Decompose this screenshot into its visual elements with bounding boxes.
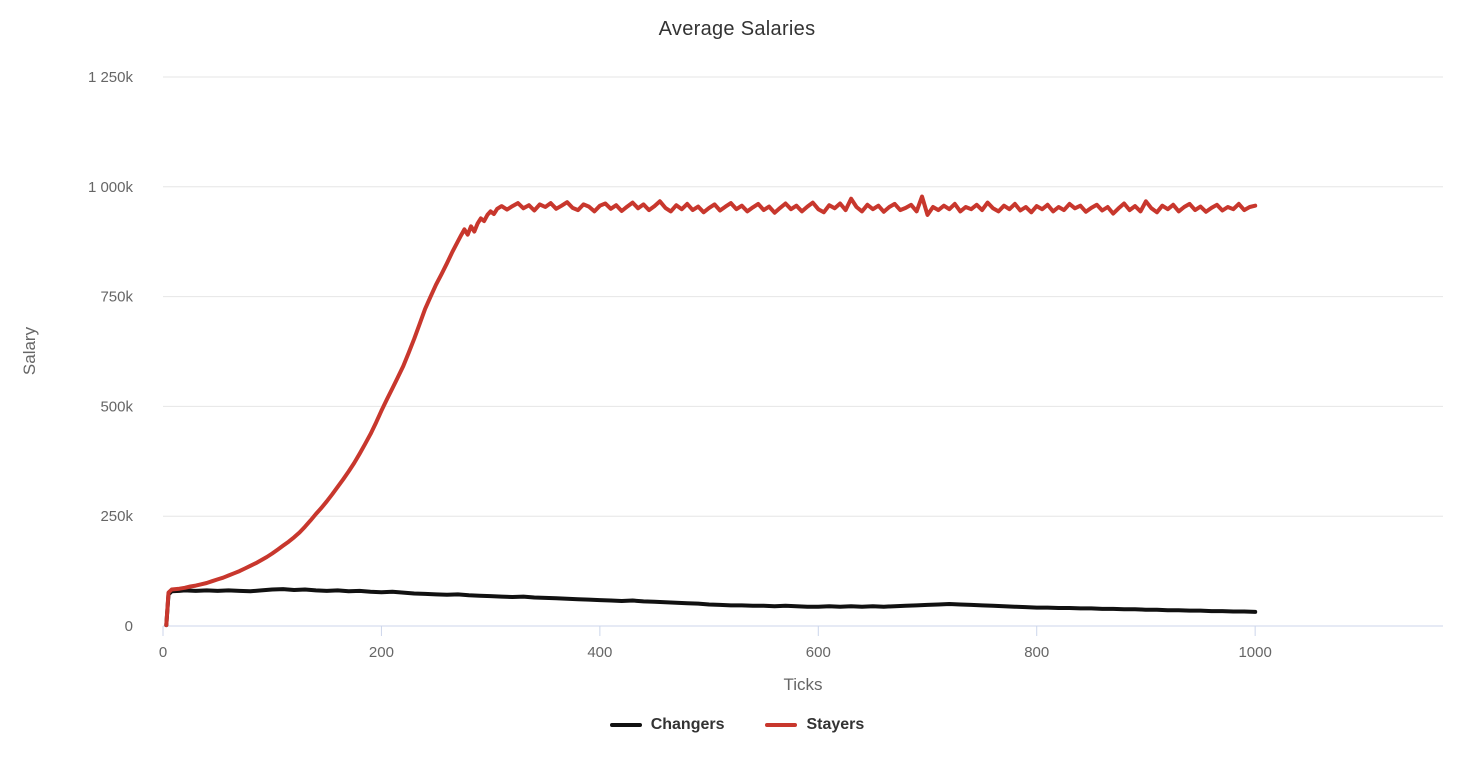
legend-item-stayers[interactable]: Stayers [765, 716, 864, 734]
series-line-stayers[interactable] [164, 194, 1258, 628]
y-axis-title: Salary [20, 326, 39, 376]
legend: Changers Stayers [0, 716, 1474, 734]
x-tick-label: 0 [159, 644, 167, 661]
x-tick-label: 1000 [1238, 644, 1271, 661]
y-tick-label: 1 250k [88, 69, 134, 86]
y-tick-label: 0 [125, 618, 133, 635]
series-line-changers[interactable] [164, 587, 1258, 628]
chart-title: Average Salaries [658, 18, 816, 40]
x-tick-label: 200 [369, 644, 394, 661]
y-tick-label: 750k [100, 289, 133, 306]
legend-label-changers: Changers [650, 716, 725, 733]
legend-label-stayers: Stayers [806, 716, 865, 733]
x-tick-label: 600 [806, 644, 831, 661]
legend-item-changers[interactable]: Changers [609, 716, 725, 734]
y-tick-label: 1 000k [88, 179, 134, 196]
x-tick-label: 800 [1024, 644, 1049, 661]
y-tick-label: 500k [100, 398, 133, 415]
x-tick-label: 400 [587, 644, 612, 661]
changers-line-swatch-icon [609, 723, 642, 727]
x-axis-title: Ticks [783, 675, 823, 694]
stayers-line-swatch-icon [765, 723, 798, 727]
y-tick-label: 250k [100, 508, 133, 525]
